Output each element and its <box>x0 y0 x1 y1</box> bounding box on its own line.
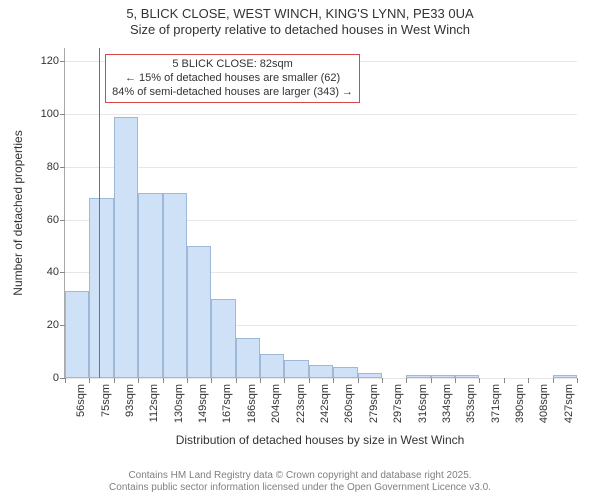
y-tick-label: 80 <box>47 161 65 173</box>
histogram-bar <box>114 117 138 378</box>
x-tick-mark <box>65 378 66 383</box>
x-tick-label: 297sqm <box>392 384 404 423</box>
x-tick-mark <box>138 378 139 383</box>
x-tick-mark <box>358 378 359 383</box>
x-tick-mark <box>187 378 188 383</box>
footer-line-1: Contains HM Land Registry data © Crown c… <box>0 470 600 482</box>
y-axis-label: Number of detached properties <box>11 130 25 295</box>
x-tick-label: 260sqm <box>343 384 355 423</box>
histogram-bar <box>236 338 260 378</box>
histogram-bar <box>431 375 455 378</box>
x-tick-label: 334sqm <box>441 384 453 423</box>
y-tick-label: 100 <box>41 108 65 120</box>
x-tick-mark <box>236 378 237 383</box>
x-tick-mark <box>504 378 505 383</box>
y-tick-label: 60 <box>47 214 65 226</box>
x-tick-mark <box>163 378 164 383</box>
histogram-bar <box>333 367 357 378</box>
chart-root: 5, BLICK CLOSE, WEST WINCH, KING'S LYNN,… <box>0 0 600 500</box>
x-tick-mark <box>577 378 578 383</box>
x-tick-label: 408sqm <box>538 384 550 423</box>
x-tick-mark <box>309 378 310 383</box>
gridline <box>65 114 577 115</box>
x-tick-label: 75sqm <box>100 384 112 417</box>
x-tick-label: 390sqm <box>514 384 526 423</box>
footer-line-2: Contains public sector information licen… <box>0 482 600 494</box>
histogram-bar <box>163 193 187 378</box>
histogram-bar <box>187 246 211 378</box>
x-tick-label: 56sqm <box>75 384 87 417</box>
histogram-bar <box>89 198 113 378</box>
x-tick-label: 279sqm <box>368 384 380 423</box>
annotation-line: 5 BLICK CLOSE: 82sqm <box>112 58 353 72</box>
gridline <box>65 378 577 379</box>
x-tick-label: 316sqm <box>417 384 429 423</box>
property-marker-line <box>99 48 100 378</box>
x-tick-label: 427sqm <box>563 384 575 423</box>
histogram-bar <box>358 373 382 378</box>
x-tick-label: 167sqm <box>221 384 233 423</box>
x-tick-mark <box>406 378 407 383</box>
x-tick-mark <box>211 378 212 383</box>
x-tick-label: 204sqm <box>270 384 282 423</box>
histogram-bar <box>138 193 162 378</box>
x-tick-mark <box>528 378 529 383</box>
x-tick-label: 242sqm <box>319 384 331 423</box>
histogram-bar <box>406 375 430 378</box>
property-annotation: 5 BLICK CLOSE: 82sqm← 15% of detached ho… <box>105 54 360 103</box>
x-tick-label: 371sqm <box>490 384 502 423</box>
x-tick-mark <box>89 378 90 383</box>
histogram-bar <box>455 375 479 378</box>
chart-title: 5, BLICK CLOSE, WEST WINCH, KING'S LYNN,… <box>0 6 600 37</box>
y-tick-label: 20 <box>47 319 65 331</box>
x-tick-mark <box>431 378 432 383</box>
x-tick-mark <box>333 378 334 383</box>
histogram-bar <box>211 299 235 378</box>
histogram-bar <box>284 360 308 378</box>
x-tick-mark <box>260 378 261 383</box>
x-tick-label: 223sqm <box>295 384 307 423</box>
footer-note: Contains HM Land Registry data © Crown c… <box>0 470 600 494</box>
title-line-2: Size of property relative to detached ho… <box>0 22 600 38</box>
histogram-bar <box>553 375 577 378</box>
x-axis-label: Distribution of detached houses by size … <box>176 433 465 447</box>
x-tick-label: 186sqm <box>246 384 258 423</box>
x-tick-label: 93sqm <box>124 384 136 417</box>
x-tick-mark <box>553 378 554 383</box>
histogram-bar <box>309 365 333 378</box>
annotation-line: 84% of semi-detached houses are larger (… <box>112 86 353 100</box>
gridline <box>65 167 577 168</box>
x-tick-label: 112sqm <box>148 384 160 422</box>
x-tick-mark <box>479 378 480 383</box>
histogram-bar <box>260 354 284 378</box>
x-tick-label: 130sqm <box>173 384 185 423</box>
title-line-1: 5, BLICK CLOSE, WEST WINCH, KING'S LYNN,… <box>0 6 600 22</box>
y-tick-label: 40 <box>47 266 65 278</box>
y-tick-label: 0 <box>53 372 65 384</box>
x-tick-mark <box>455 378 456 383</box>
plot-area: 02040608010012056sqm75sqm93sqm112sqm130s… <box>64 48 577 379</box>
x-tick-mark <box>114 378 115 383</box>
y-tick-label: 120 <box>41 55 65 67</box>
histogram-bar <box>65 291 89 378</box>
x-tick-label: 149sqm <box>197 384 209 423</box>
x-tick-label: 353sqm <box>465 384 477 423</box>
x-tick-mark <box>382 378 383 383</box>
x-tick-mark <box>284 378 285 383</box>
annotation-line: ← 15% of detached houses are smaller (62… <box>112 72 353 86</box>
